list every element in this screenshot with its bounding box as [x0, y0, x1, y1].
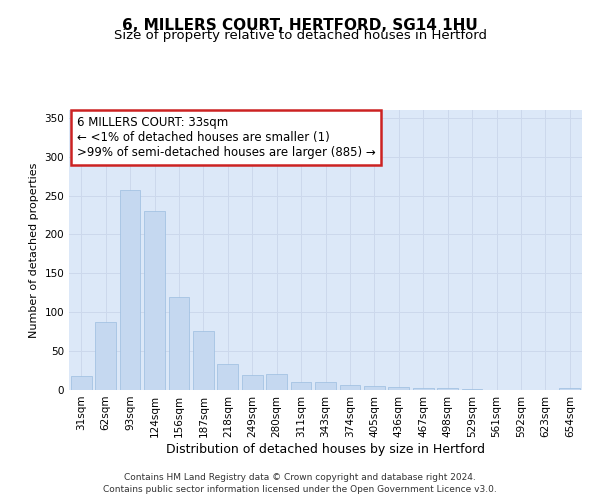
Bar — [95, 322, 116, 390]
Bar — [364, 386, 385, 390]
Bar — [461, 389, 482, 390]
Text: Contains HM Land Registry data © Crown copyright and database right 2024.
Contai: Contains HM Land Registry data © Crown c… — [103, 472, 497, 494]
Text: Size of property relative to detached houses in Hertford: Size of property relative to detached ho… — [113, 29, 487, 42]
Bar — [169, 296, 190, 390]
Bar — [193, 331, 214, 390]
Bar — [437, 388, 458, 390]
Bar — [266, 374, 287, 390]
Bar — [242, 375, 263, 390]
Bar — [290, 382, 311, 390]
Bar — [315, 382, 336, 390]
Bar — [119, 190, 140, 390]
Text: 6 MILLERS COURT: 33sqm
← <1% of detached houses are smaller (1)
>99% of semi-det: 6 MILLERS COURT: 33sqm ← <1% of detached… — [77, 116, 376, 158]
Bar — [71, 376, 92, 390]
X-axis label: Distribution of detached houses by size in Hertford: Distribution of detached houses by size … — [166, 442, 485, 456]
Y-axis label: Number of detached properties: Number of detached properties — [29, 162, 39, 338]
Text: 6, MILLERS COURT, HERTFORD, SG14 1HU: 6, MILLERS COURT, HERTFORD, SG14 1HU — [122, 18, 478, 32]
Bar — [388, 387, 409, 390]
Bar — [413, 388, 434, 390]
Bar — [217, 364, 238, 390]
Bar — [144, 211, 165, 390]
Bar — [559, 388, 580, 390]
Bar — [340, 386, 361, 390]
